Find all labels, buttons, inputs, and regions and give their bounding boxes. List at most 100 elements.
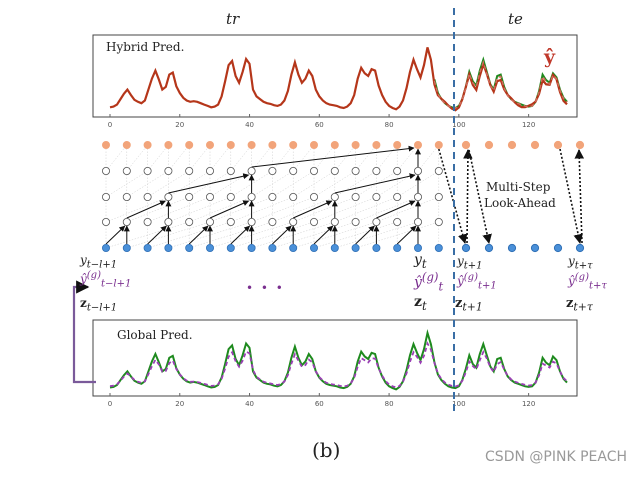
output-node <box>102 140 111 149</box>
global-tick-label: 100 <box>452 400 465 408</box>
dilation-arrow <box>251 145 415 168</box>
faint-connection <box>251 196 315 223</box>
output-node <box>413 140 422 149</box>
faint-connection <box>376 170 419 198</box>
g-label-t1: ŷ(g)t+1 <box>457 272 497 292</box>
input-node <box>226 243 235 252</box>
lookahead-arrow <box>463 149 473 244</box>
faint-connection <box>189 144 211 172</box>
lookahead-line2: Look-Ahead <box>484 196 556 210</box>
global-series-group <box>109 329 568 391</box>
dilation-arrow <box>313 225 334 245</box>
future-output-node <box>507 140 517 150</box>
hidden-node <box>122 192 131 201</box>
global-tick-label: 0 <box>108 400 112 408</box>
g-label-t: ŷ(g)t <box>414 270 444 294</box>
hidden-node <box>268 217 277 226</box>
hidden-node <box>413 166 422 175</box>
faint-connection <box>293 221 377 249</box>
lookahead-arrow <box>574 149 585 244</box>
input-node <box>330 243 339 252</box>
faint-connection <box>355 144 377 172</box>
faint-connection <box>209 170 252 198</box>
global-tick-label: 20 <box>175 400 184 408</box>
hidden-node <box>372 217 381 226</box>
ellipsis-dots: • • • <box>246 281 285 295</box>
faint-connection <box>251 144 273 172</box>
hidden-node <box>372 192 381 201</box>
faint-connection <box>272 170 315 198</box>
dilation-arrow <box>396 225 417 245</box>
hybrid-tick-label: 100 <box>452 121 465 129</box>
faint-connection <box>334 221 419 249</box>
output-node <box>143 140 152 149</box>
hidden-node <box>330 217 339 226</box>
lookahead-arrow <box>438 148 468 244</box>
hidden-node <box>309 217 318 226</box>
hidden-node <box>330 166 339 175</box>
dilation-arrow <box>272 225 292 245</box>
hidden-node <box>289 192 298 201</box>
dilation-arrow <box>168 173 250 194</box>
input-node <box>268 243 277 252</box>
faint-connection <box>147 221 231 249</box>
hidden-node <box>102 192 111 201</box>
hidden-node <box>164 166 173 175</box>
hidden-node <box>226 192 235 201</box>
hidden-node <box>289 166 298 175</box>
global-prediction-line <box>109 341 568 389</box>
yhat-label: ŷ <box>544 46 556 68</box>
hidden-node <box>164 217 173 226</box>
g-label-t-l1: ŷ(g)t−l+1 <box>80 270 132 290</box>
faint-connection <box>168 196 231 223</box>
faint-connection <box>293 170 335 198</box>
output-node <box>393 140 402 149</box>
input-node <box>351 243 360 252</box>
output-node <box>434 140 443 149</box>
hidden-node <box>434 166 443 175</box>
output-node <box>289 140 298 149</box>
global-tick-label: 40 <box>245 400 254 408</box>
faint-connection <box>126 196 190 223</box>
input-node <box>413 243 422 252</box>
dilation-arrow <box>147 225 167 245</box>
hidden-node <box>372 166 381 175</box>
watermark: CSDN @PINK PEACH <box>485 449 627 465</box>
hidden-node <box>268 166 277 175</box>
hidden-node <box>122 166 131 175</box>
dilation-arrow <box>230 225 251 245</box>
faint-connection <box>230 196 294 223</box>
network-nodes <box>102 140 585 253</box>
faint-connection <box>251 170 294 198</box>
hidden-node <box>393 192 402 201</box>
hidden-node <box>434 217 443 226</box>
faint-connection <box>355 196 419 223</box>
input-node <box>247 243 256 252</box>
faint-connection <box>105 221 190 249</box>
global-tick-label: 120 <box>522 400 535 408</box>
faint-connection <box>313 196 377 223</box>
z-label-t-l1: zt−l+1 <box>80 296 118 314</box>
faint-connection <box>168 144 190 172</box>
dilation-arrow <box>209 200 250 219</box>
input-node <box>372 243 381 252</box>
faint-connection <box>147 144 169 172</box>
future-output-node <box>484 140 494 150</box>
y-label-ttau: yt+τ <box>568 254 593 272</box>
faint-connection <box>105 144 127 172</box>
output-node <box>268 140 277 149</box>
faint-connection <box>147 196 211 223</box>
input-node <box>164 243 173 252</box>
hidden-node <box>143 166 152 175</box>
future-output-node <box>461 140 471 150</box>
dilation-arrow <box>376 200 416 219</box>
hidden-node <box>226 166 235 175</box>
input-node <box>393 243 402 252</box>
hybrid-prediction-line <box>109 47 568 112</box>
faint-connection <box>209 196 273 223</box>
hidden-node <box>102 166 111 175</box>
faint-connection <box>272 196 335 223</box>
g-label-ttau: ŷ(g)t+τ <box>568 272 607 292</box>
global-tick-label: 60 <box>315 400 324 408</box>
